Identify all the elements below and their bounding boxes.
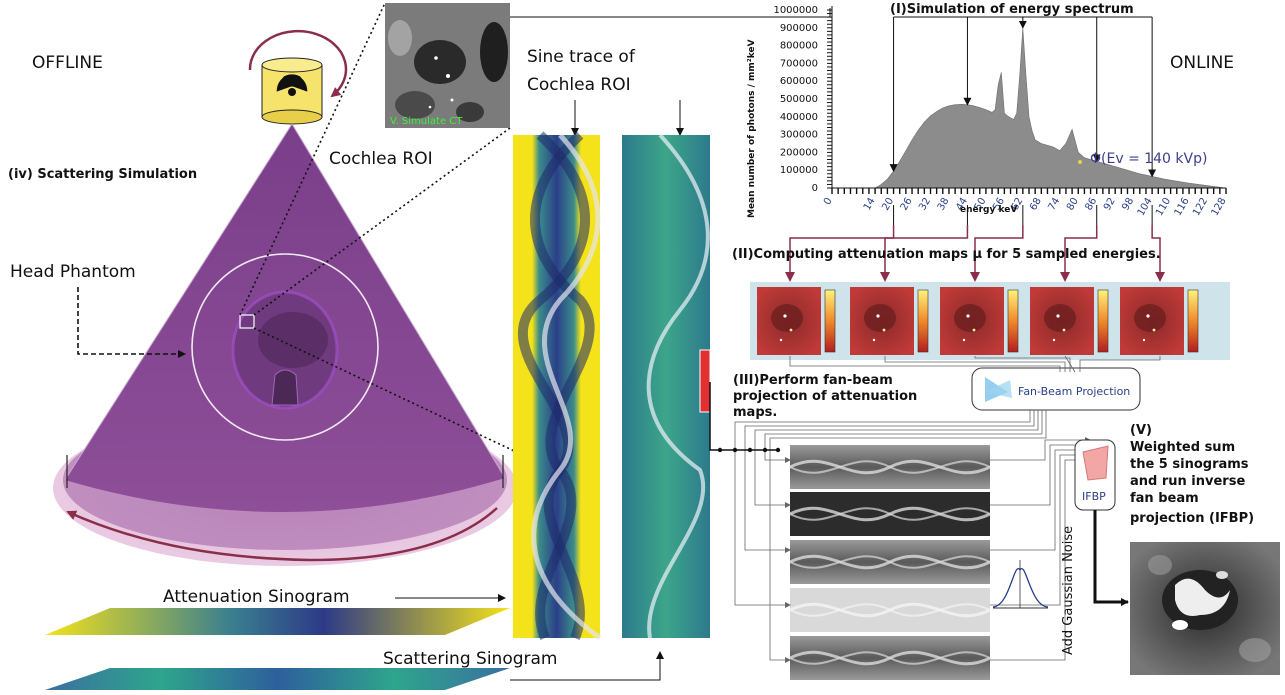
energy-to-map-arrow-2 — [970, 225, 1024, 282]
scattering-sinogram — [45, 668, 510, 690]
step5-line2: Weighted sum — [1130, 440, 1235, 455]
step3-line2: projection of attenuation — [733, 389, 917, 404]
scatter-title: (iv) Scattering Simulation — [8, 167, 197, 182]
attenuation-map-2 — [940, 287, 1019, 355]
y-tick-label-10: 1000000 — [773, 5, 818, 16]
gaussian-noise-label: Add Gaussian Noise — [1061, 526, 1076, 655]
x-tick-label-0: 0 — [822, 196, 835, 207]
attenuation-map-0 — [757, 287, 836, 355]
cochlea-ct-inset: V. Simulate CT — [385, 3, 510, 128]
attenuation-map-4 — [1120, 287, 1199, 355]
x-tick-label-15: 98 — [1120, 196, 1136, 213]
gantry-rotation-arrow — [66, 507, 498, 562]
x-tick-label-20: 128 — [1210, 196, 1229, 218]
x-tick-label-14: 92 — [1102, 196, 1118, 213]
projection-sinogram-4 — [789, 636, 991, 680]
projection-sinogram-1 — [789, 492, 991, 536]
energy-to-map-arrow-3 — [1060, 225, 1098, 282]
x-tick-label-11: 74 — [1046, 196, 1062, 213]
projection-sinogram-0 — [789, 445, 991, 489]
y-tick-label-4: 400000 — [780, 112, 818, 123]
attenuation-map-1 — [850, 287, 929, 355]
step5-line6: projection (IFBP) — [1130, 511, 1254, 526]
fan-beam-projection-box: Fan-Beam Projection — [971, 367, 1141, 411]
scattering-sinogram-label: Scattering Sinogram — [383, 649, 557, 669]
ifbp-label: IFBP — [1082, 490, 1106, 503]
offline-label: OFFLINE — [32, 53, 103, 73]
energy-to-map-arrow-4 — [1151, 225, 1165, 282]
energy-to-map-arrow-1 — [880, 225, 969, 282]
x-tick-label-10: 68 — [1028, 196, 1044, 213]
spectrum-annotation: Φ(Ev = 140 kVp) — [1090, 151, 1207, 167]
energy-spectrum-chart: 0 100000 200000 300000 400000 500000 600000 700… — [747, 5, 1229, 282]
reconstructed-ct-image — [1130, 542, 1280, 675]
step5-line1: (V) — [1130, 423, 1152, 438]
source-rotation-arrow — [248, 29, 348, 98]
attenuation-map-3 — [1030, 287, 1109, 355]
x-axis-label: energy keV — [960, 205, 1017, 215]
step1-title: (I)Simulation of energy spectrum — [890, 2, 1134, 17]
x-tick-label-17: 110 — [1154, 196, 1173, 218]
fan-beam-label: Fan-Beam Projection — [1018, 385, 1130, 398]
y-tick-label-7: 700000 — [780, 58, 818, 69]
gray-sinograms — [789, 445, 991, 680]
x-tick-label-18: 116 — [1173, 196, 1192, 218]
x-tick-label-3: 26 — [899, 196, 915, 213]
online-label: ONLINE — [1170, 53, 1234, 73]
inset-caption: V. Simulate CT — [390, 116, 463, 127]
y-tick-label-2: 200000 — [780, 147, 818, 158]
projection-sinogram-2 — [789, 540, 991, 584]
attenuation-sinogram-label: Attenuation Sinogram — [163, 587, 350, 607]
step3-line1: (III)Perform fan-beam — [733, 373, 893, 388]
gaussian-noise-icon — [992, 560, 1049, 609]
y-tick-label-5: 500000 — [780, 94, 818, 105]
y-tick-label-1: 100000 — [780, 165, 818, 176]
step5-line3: the 5 sinograms — [1130, 457, 1249, 472]
energy-to-map-arrow-0 — [785, 225, 895, 282]
scattering-sine-trace-strip — [622, 133, 711, 639]
attenuation-sine-trace-strip — [513, 131, 602, 641]
field-of-view-circle — [191, 253, 379, 441]
cochlea-roi-label: Cochlea ROI — [329, 149, 433, 169]
y-tick-label-0: 0 — [812, 183, 818, 194]
y-tick-label-3: 300000 — [780, 130, 818, 141]
xray-source-icon — [261, 57, 323, 125]
step5-line5: fan beam — [1130, 491, 1199, 506]
x-tick-label-19: 122 — [1191, 196, 1210, 218]
ifbp-output-arrow — [1093, 510, 1129, 606]
ifbp-box: IFBP — [1074, 439, 1116, 511]
y-tick-label-9: 900000 — [780, 23, 818, 34]
y-tick-label-6: 600000 — [780, 76, 818, 87]
y-tick-label-8: 800000 — [780, 41, 818, 52]
head-phantom-pointer — [77, 287, 186, 358]
step2-title: (II)Computing attenuation maps μ for 5 s… — [732, 247, 1161, 262]
x-tick-label-12: 80 — [1065, 196, 1081, 213]
attenuation-sinogram — [45, 608, 510, 635]
head-phantom-label: Head Phantom — [10, 262, 136, 282]
y-axis-label: Mean number of photons / mm²keV — [747, 39, 757, 218]
x-tick-label-1: 14 — [862, 196, 878, 213]
attenuation-maps — [750, 282, 1230, 360]
step3-line3: maps. — [733, 405, 777, 420]
head-phantom — [231, 290, 339, 410]
cochlea-roi-box — [239, 314, 255, 329]
step5-line4: and run inverse — [1130, 474, 1245, 489]
x-tick-label-4: 32 — [917, 196, 933, 213]
spectrum-area — [874, 27, 1227, 189]
x-tick-label-5: 38 — [936, 196, 952, 213]
sine-trace-label-line1: Sine trace of — [527, 47, 636, 67]
sine-trace-label-line2: Cochlea ROI — [527, 75, 631, 95]
projection-sinogram-3 — [789, 588, 991, 632]
